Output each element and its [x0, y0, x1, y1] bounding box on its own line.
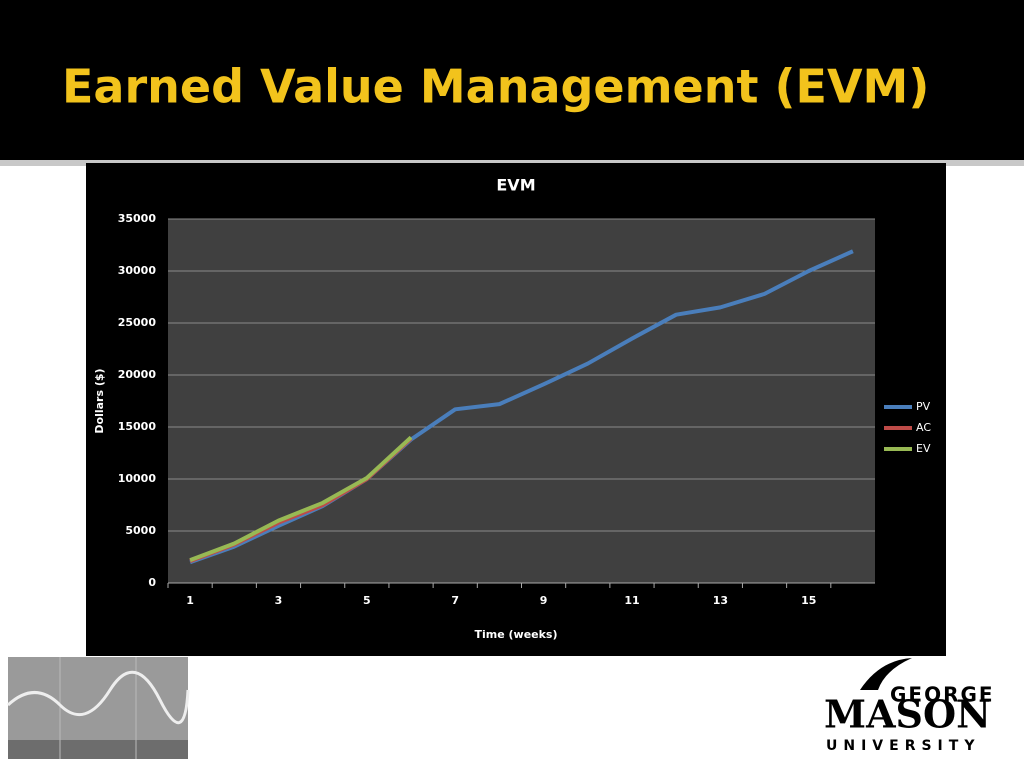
- y-tick-label: 0: [148, 576, 156, 589]
- x-tick-label: 9: [540, 594, 548, 607]
- logo-line2: MASON: [824, 692, 991, 737]
- legend-label: PV: [916, 400, 931, 413]
- y-tick-label: 15000: [118, 420, 157, 433]
- header-band: [0, 0, 1024, 160]
- legend-label: AC: [916, 421, 931, 434]
- y-axis-label: Dollars ($): [93, 368, 106, 433]
- x-tick-label: 3: [275, 594, 283, 607]
- x-axis-label: Time (weeks): [474, 628, 557, 641]
- slide-title: Earned Value Management (EVM): [62, 60, 929, 114]
- y-tick-label: 20000: [118, 368, 157, 381]
- logo-line3: UNIVERSITY: [826, 738, 980, 754]
- y-tick-label: 5000: [125, 524, 156, 537]
- y-tick-label: 35000: [118, 212, 157, 225]
- x-tick-label: 15: [801, 594, 816, 607]
- logo-line1: GEORGE: [890, 683, 995, 707]
- x-tick-label: 11: [624, 594, 639, 607]
- y-tick-label: 25000: [118, 316, 157, 329]
- y-tick-label: 10000: [118, 472, 157, 485]
- logo: GEORGE MASON UNIVERSITY: [824, 658, 995, 754]
- thumbnail: [6, 657, 190, 759]
- chart-title: EVM: [496, 176, 535, 195]
- series-line: [189, 435, 413, 562]
- y-tick-label: 30000: [118, 264, 157, 277]
- legend-label: EV: [916, 442, 931, 455]
- x-tick-label: 1: [186, 594, 194, 607]
- x-tick-label: 13: [713, 594, 728, 607]
- x-tick-label: 5: [363, 594, 371, 607]
- x-tick-label: 7: [451, 594, 459, 607]
